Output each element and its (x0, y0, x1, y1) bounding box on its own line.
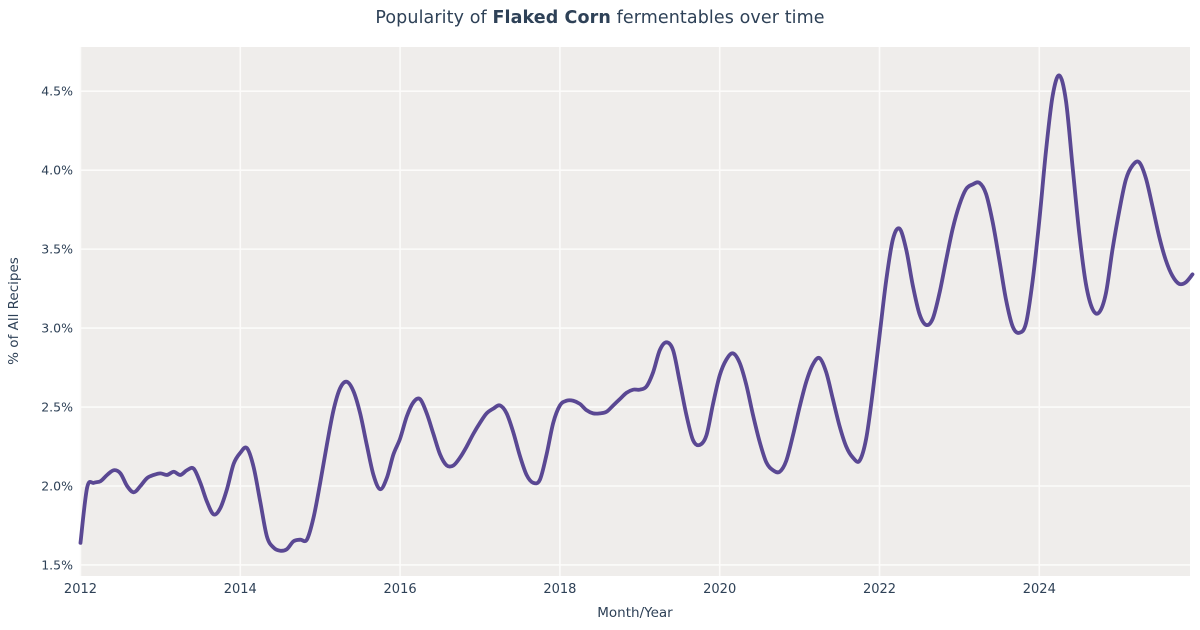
y-tick-label: 3.5% (41, 242, 73, 257)
y-tick-label: 2.5% (41, 400, 73, 415)
y-tick-label: 4.5% (41, 84, 73, 99)
x-tick-label: 2018 (543, 582, 576, 597)
y-tick-label: 4.0% (41, 163, 73, 178)
y-tick-label: 1.5% (41, 557, 73, 572)
chart-title-suffix: fermentables over time (610, 8, 825, 28)
y-axis-title: % of All Recipes (6, 257, 22, 365)
x-tick-label: 2012 (64, 582, 97, 597)
x-tick-label: 2022 (863, 582, 896, 597)
series-line-flaked-corn (78, 73, 1195, 553)
chart-title: Popularity of Flaked Corn fermentables o… (0, 8, 1200, 28)
x-tick-label: 2020 (703, 582, 736, 597)
x-tick-label: 2014 (224, 582, 257, 597)
y-tick-label: 3.0% (41, 321, 73, 336)
chart-title-highlight: Flaked Corn (492, 8, 611, 28)
x-tick-label: 2016 (384, 582, 417, 597)
plot-area (80, 47, 1190, 576)
chart-title-prefix: Popularity of (375, 8, 493, 28)
x-axis-title: Month/Year (597, 605, 673, 621)
y-tick-label: 2.0% (41, 478, 73, 493)
x-tick-label: 2024 (1023, 582, 1056, 597)
